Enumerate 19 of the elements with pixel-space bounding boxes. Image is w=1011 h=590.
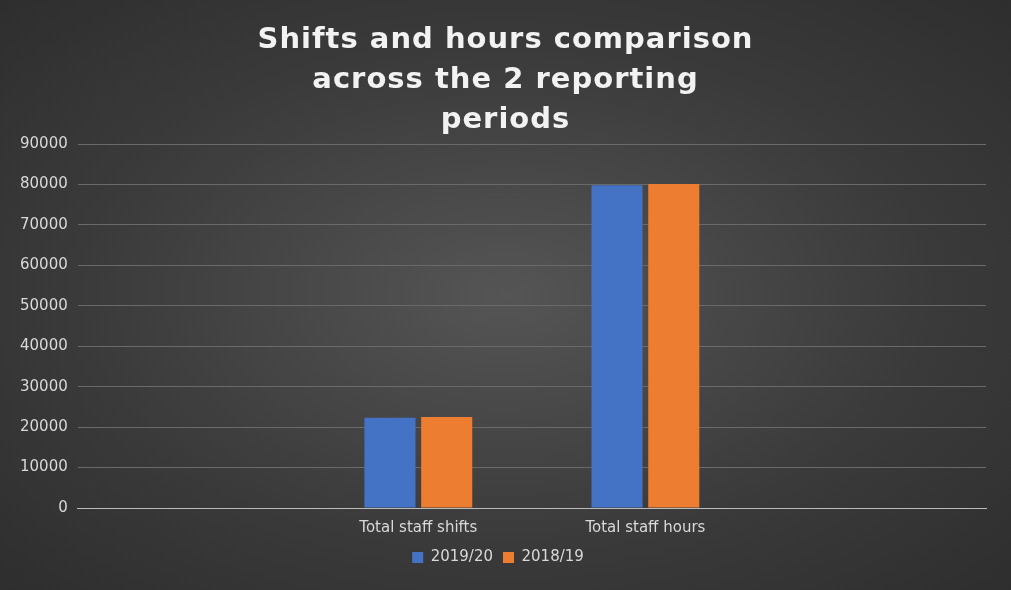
bar bbox=[648, 184, 700, 508]
y-tick-label: 40000 bbox=[20, 336, 68, 355]
y-tick-label: 30000 bbox=[20, 376, 68, 395]
bar bbox=[591, 185, 643, 508]
chart-title: Shifts and hours comparison across the 2 reporting periods bbox=[256, 20, 755, 137]
bar bbox=[421, 417, 473, 508]
y-tick-label: 60000 bbox=[20, 255, 68, 274]
y-tick-label: 20000 bbox=[20, 417, 68, 435]
bar bbox=[364, 417, 416, 508]
y-tick-label: 70000 bbox=[20, 214, 68, 233]
y-tick-label: 0 bbox=[58, 497, 68, 516]
y-tick-label: 10000 bbox=[20, 457, 68, 476]
x-tick-label: Total staff shifts bbox=[358, 517, 478, 536]
y-tick-label: 90000 bbox=[20, 133, 68, 152]
y-tick-label: 50000 bbox=[20, 295, 68, 314]
legend-label: 2019/20 bbox=[430, 547, 494, 566]
x-tick-label: Total staff hours bbox=[584, 517, 706, 536]
y-tick-label: 80000 bbox=[20, 174, 68, 193]
legend-label: 2018/19 bbox=[521, 547, 584, 566]
